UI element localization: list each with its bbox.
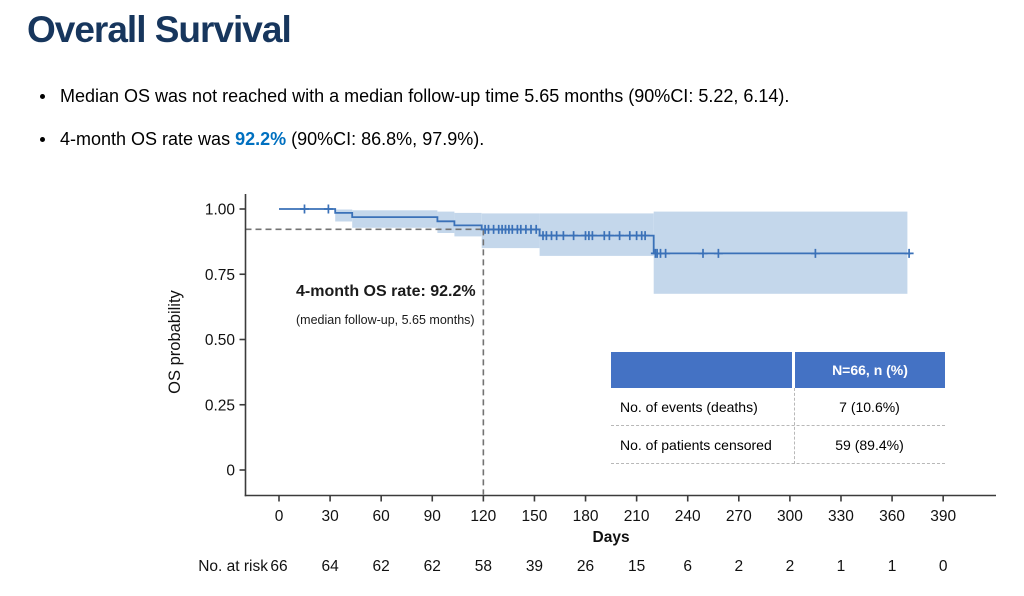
row-value: 7 (10.6%): [839, 398, 900, 415]
censor-mark: [323, 204, 333, 214]
risk-count: 62: [373, 558, 390, 575]
events-table-body: No. of events (deaths) 7 (10.6%) No. of …: [611, 388, 945, 464]
risk-count: 58: [475, 558, 492, 575]
censor-mark: [558, 231, 568, 241]
x-tick-label: 60: [373, 508, 391, 525]
x-tick-label: 0: [275, 508, 284, 525]
ci-band-segment: [539, 213, 654, 256]
row-value: 59 (89.4%): [835, 436, 904, 453]
annotation-rate: 4-month OS rate: 92.2%: [296, 283, 476, 300]
x-tick-label: 270: [726, 508, 752, 525]
risk-count: 62: [424, 558, 441, 575]
bullet-text: 4-month OS rate was 92.2% (90%CI: 86.8%,…: [60, 129, 484, 150]
risk-count: 2: [734, 558, 743, 575]
y-tick-label: 0.50: [205, 332, 236, 349]
bullet-text-pre: Median OS was not reached with a median …: [60, 86, 790, 106]
chart-annotation: 4-month OS rate: 92.2% (median follow-up…: [296, 283, 476, 327]
bullet-text-post: (90%CI: 86.8%, 97.9%).: [286, 129, 485, 149]
annotation-followup: (median follow-up, 5.65 months): [296, 313, 475, 327]
bullet-item-median-os: Median OS was not reached with a median …: [40, 86, 980, 107]
risk-count: 39: [526, 558, 543, 575]
censor-mark: [587, 231, 597, 241]
x-tick-label: 90: [424, 508, 442, 525]
risk-count: 0: [939, 558, 948, 575]
bullet-icon: [40, 94, 45, 99]
risk-label: No. at risk: [198, 558, 268, 575]
ci-band-segment: [437, 211, 455, 233]
x-tick-label: 360: [879, 508, 905, 525]
bullet-text-pre: 4-month OS rate was: [60, 129, 236, 149]
censor-mark: [569, 231, 579, 241]
censor-mark: [640, 231, 650, 241]
bullet-list: Median OS was not reached with a median …: [40, 86, 980, 172]
censor-mark: [604, 231, 614, 241]
y-tick-label: 1.00: [205, 202, 236, 219]
ci-band-segment: [352, 210, 438, 228]
x-axis-title: Days: [593, 529, 630, 546]
risk-count: 6: [683, 558, 692, 575]
row-label: No. of events (deaths): [620, 398, 758, 415]
events-table-header-row: N=66, n (%): [611, 352, 945, 388]
censor-mark: [698, 248, 708, 258]
ci-band-segment: [335, 209, 353, 222]
risk-count: 64: [321, 558, 339, 575]
risk-count: 26: [577, 558, 594, 575]
y-tick-label: 0.75: [205, 267, 235, 284]
censor-mark: [661, 248, 671, 258]
x-tick-label: 240: [675, 508, 701, 525]
y-tick-label: 0.25: [205, 397, 235, 414]
risk-count: 15: [628, 558, 645, 575]
ci-band-segment: [481, 213, 540, 249]
risk-count: 1: [837, 558, 846, 575]
bullet-item-os-rate: 4-month OS rate was 92.2% (90%CI: 86.8%,…: [40, 129, 980, 150]
censor-mark: [531, 224, 541, 234]
bullet-text-highlight: 92.2%: [235, 129, 287, 149]
x-tick-label: 150: [522, 508, 548, 525]
censor-mark: [713, 248, 723, 258]
events-table: N=66, n (%) No. of events (deaths) 7 (10…: [611, 352, 945, 464]
x-tick-label: 390: [930, 508, 956, 525]
events-table-header-n-cell: N=66, n (%): [795, 352, 945, 388]
censor-mark: [904, 248, 914, 258]
censor-mark: [615, 231, 625, 241]
risk-count: 1: [888, 558, 897, 575]
page-title: Overall Survival: [27, 9, 292, 50]
censor-mark: [300, 204, 309, 214]
risk-count: 2: [786, 558, 795, 575]
x-tick-label: 120: [470, 508, 496, 525]
bullet-icon: [40, 137, 45, 142]
table-row: No. of patients censored 59 (89.4%): [611, 426, 945, 464]
y-tick-label: 0: [226, 463, 235, 480]
x-tick-label: 30: [321, 508, 339, 525]
table-row: No. of events (deaths) 7 (10.6%): [611, 388, 945, 426]
x-tick-label: 300: [777, 508, 803, 525]
censor-mark: [810, 248, 820, 258]
row-label: No. of patients censored: [620, 436, 772, 453]
risk-count: 66: [270, 558, 287, 575]
x-tick-label: 330: [828, 508, 854, 525]
events-table-column-divider: [794, 388, 795, 464]
y-axis-title: OS probability: [166, 289, 184, 393]
events-table-header-empty-cell: [611, 352, 792, 388]
x-tick-label: 180: [573, 508, 599, 525]
bullet-text: Median OS was not reached with a median …: [60, 86, 789, 107]
x-tick-label: 210: [624, 508, 650, 525]
